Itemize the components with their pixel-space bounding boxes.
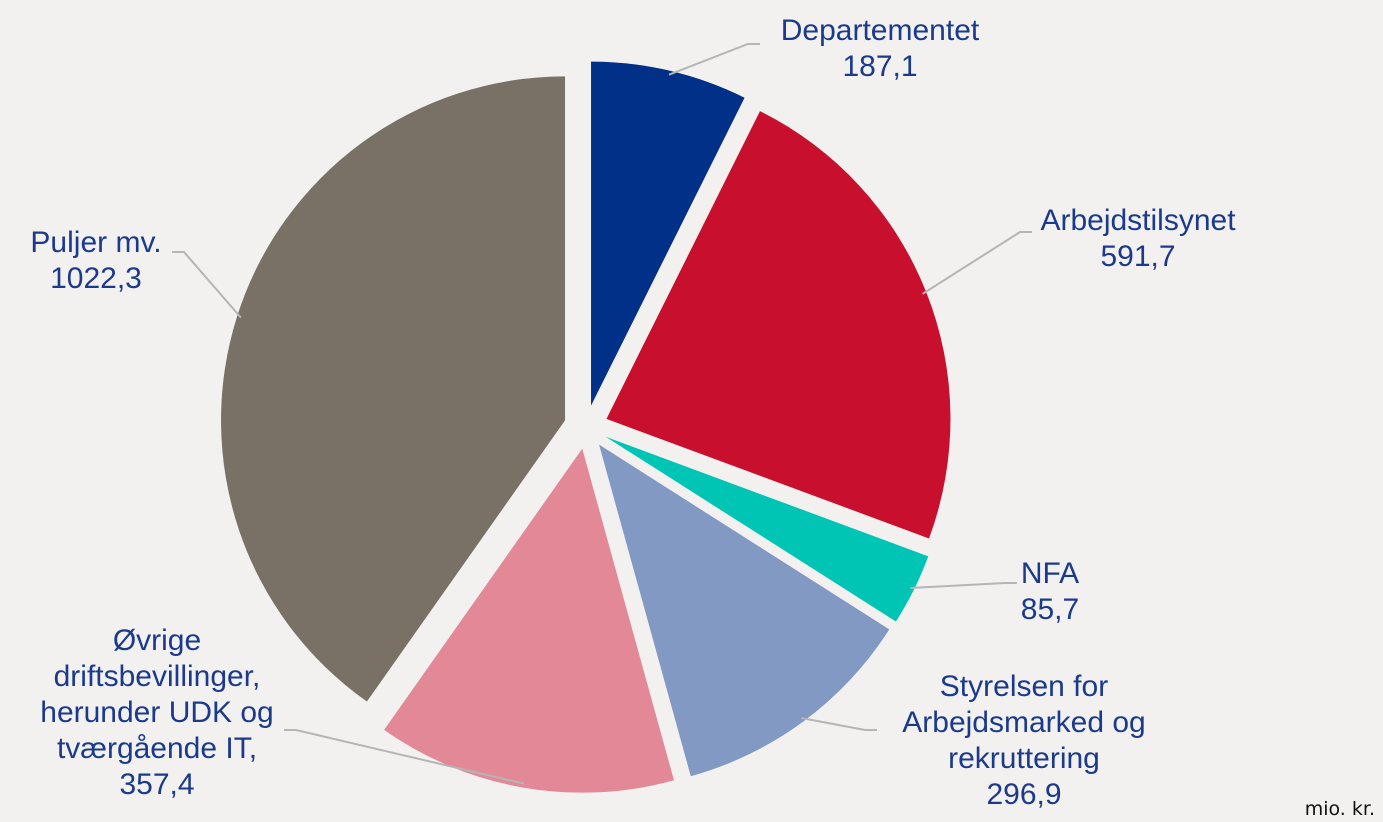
leader-line-ovrige <box>284 729 525 785</box>
label-line-ovrige: herunder UDK og <box>40 696 273 729</box>
value-arbejdstilsynet: 591,7 <box>1100 240 1175 273</box>
leader-line-nfa <box>910 582 1017 589</box>
label-nfa: NFA 85,7 <box>1021 557 1079 626</box>
pie-slices <box>221 61 951 793</box>
label-line-styrelsen: Styrelsen for <box>940 670 1108 703</box>
slice-arbejdstilsynet <box>606 111 951 539</box>
label-ovrige: Øvrige driftsbevillinger, herunder UDK og t… <box>40 624 273 801</box>
label-line-styrelsen: rekruttering <box>948 742 1100 775</box>
label-line-ovrige: Øvrige <box>113 624 201 657</box>
label-arbejdstilsynet: Arbejdstilsynet 591,7 <box>1040 204 1236 273</box>
slice-departementet <box>591 61 745 406</box>
label-line-nfa: NFA <box>1021 557 1079 590</box>
value-departementet: 187,1 <box>842 50 917 83</box>
slice-puljer <box>221 76 566 702</box>
leader-line-departementet <box>668 43 760 76</box>
label-line-departementet: Departementet <box>781 14 980 47</box>
leader-line-puljer <box>172 251 242 319</box>
label-line-styrelsen: Arbejdsmarked og <box>902 706 1145 739</box>
value-puljer: 1022,3 <box>50 262 142 295</box>
slice-styrelsen <box>599 444 890 777</box>
leader-lines <box>172 43 1032 785</box>
label-styrelsen: Styrelsen for Arbejdsmarked og rekrutterin… <box>902 670 1145 811</box>
slice-labels: Departementet 187,1 Arbejdstilsynet 591,7 NF… <box>30 14 1236 811</box>
value-ovrige: 357,4 <box>119 768 194 801</box>
slice-ovrige <box>384 448 674 793</box>
value-nfa: 85,7 <box>1021 593 1079 626</box>
leader-line-styrelsen <box>801 717 877 731</box>
label-line-arbejdstilsynet: Arbejdstilsynet <box>1040 204 1236 237</box>
label-line-ovrige: tværgående IT, <box>57 732 257 765</box>
label-puljer: Puljer mv. 1022,3 <box>30 226 161 295</box>
value-styrelsen: 296,9 <box>986 778 1061 811</box>
label-line-puljer: Puljer mv. <box>30 226 161 259</box>
slice-nfa <box>605 436 929 622</box>
unit-label: mio. kr. <box>1304 798 1375 820</box>
leader-line-arbejdstilsynet <box>922 231 1032 295</box>
label-departementet: Departementet 187,1 <box>781 14 980 83</box>
label-line-ovrige: driftsbevillinger, <box>54 660 261 693</box>
